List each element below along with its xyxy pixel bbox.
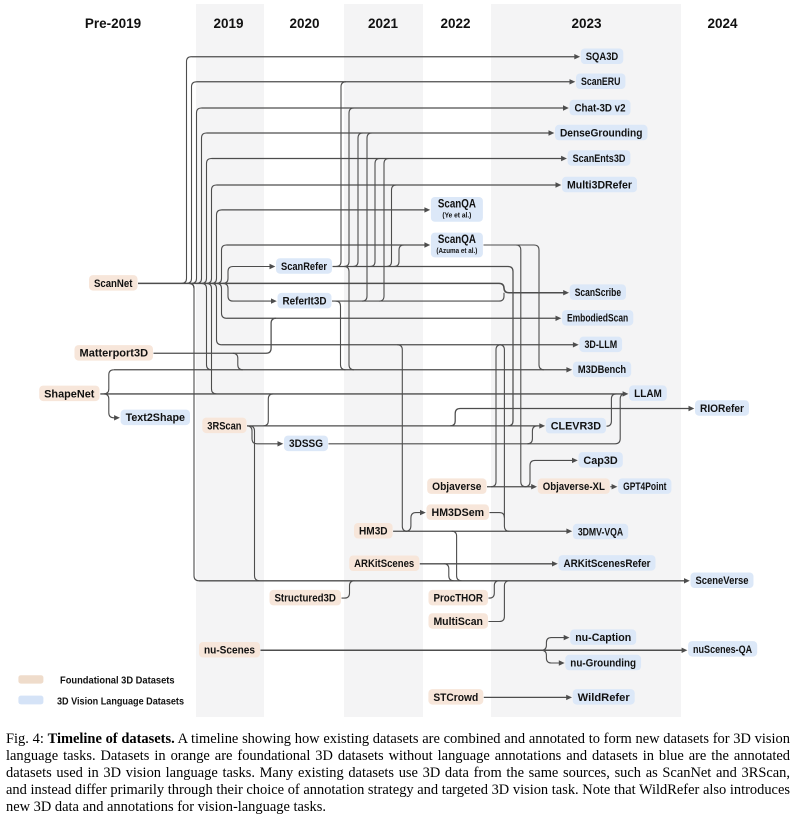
svg-text:ARKitScenesRefer: ARKitScenesRefer [564, 558, 652, 570]
svg-text:LLAM: LLAM [634, 388, 662, 400]
svg-text:ShapeNet: ShapeNet [44, 388, 95, 400]
svg-text:MultiScan: MultiScan [433, 616, 483, 628]
svg-text:(Ye et al.): (Ye et al.) [442, 211, 472, 220]
svg-text:ScanRefer: ScanRefer [281, 261, 328, 273]
svg-text:nuScenes-QA: nuScenes-QA [693, 644, 752, 656]
svg-text:DenseGrounding: DenseGrounding [560, 127, 643, 139]
svg-text:(Azuma et al.): (Azuma et al.) [436, 246, 478, 255]
svg-text:nu-Caption: nu-Caption [575, 632, 631, 644]
svg-text:EmbodiedScan: EmbodiedScan [567, 313, 628, 325]
svg-text:Objaverse: Objaverse [432, 481, 481, 493]
svg-text:ProcTHOR: ProcTHOR [433, 593, 483, 605]
svg-text:HM3D: HM3D [359, 526, 388, 538]
svg-text:ScanQA: ScanQA [438, 199, 476, 211]
svg-text:2024: 2024 [707, 16, 738, 31]
svg-text:CLEVR3D: CLEVR3D [551, 421, 601, 433]
svg-text:ScanNet: ScanNet [94, 278, 133, 290]
svg-text:2022: 2022 [440, 16, 470, 31]
svg-text:2020: 2020 [289, 16, 319, 31]
svg-text:Chat-3D v2: Chat-3D v2 [575, 102, 626, 114]
svg-text:M3DBench: M3DBench [578, 364, 626, 376]
svg-text:3DSSG: 3DSSG [289, 438, 323, 450]
svg-text:3D Vision Language Datasets: 3D Vision Language Datasets [57, 695, 184, 707]
svg-text:Pre-2019: Pre-2019 [85, 16, 141, 31]
svg-text:Matterport3D: Matterport3D [80, 348, 149, 360]
svg-text:3DMV-VQA: 3DMV-VQA [578, 526, 623, 538]
svg-text:SceneVerse: SceneVerse [696, 575, 749, 587]
svg-text:Foundational 3D Datasets: Foundational 3D Datasets [60, 674, 175, 686]
svg-text:nu-Scenes: nu-Scenes [204, 645, 255, 657]
svg-text:HM3DSem: HM3DSem [432, 507, 485, 519]
svg-text:RIORefer: RIORefer [700, 403, 745, 415]
svg-text:ScanScribe: ScanScribe [575, 287, 621, 299]
svg-text:2021: 2021 [368, 16, 399, 31]
svg-text:ReferIt3D: ReferIt3D [283, 296, 327, 308]
svg-text:ScanERU: ScanERU [581, 76, 621, 88]
svg-text:Structured3D: Structured3D [274, 593, 336, 605]
svg-text:STCrowd: STCrowd [433, 692, 478, 704]
svg-text:WildRefer: WildRefer [578, 692, 631, 704]
svg-text:ScanQA: ScanQA [438, 234, 476, 246]
svg-text:nu-Grounding: nu-Grounding [570, 657, 636, 669]
svg-text:3RScan: 3RScan [207, 420, 241, 432]
svg-text:Text2Shape: Text2Shape [126, 412, 185, 424]
svg-text:GPT4Point: GPT4Point [623, 481, 667, 493]
svg-text:3D-LLM: 3D-LLM [584, 339, 617, 351]
svg-text:SQA3D: SQA3D [586, 51, 619, 63]
svg-text:2019: 2019 [213, 16, 243, 31]
svg-text:2023: 2023 [571, 16, 602, 31]
svg-text:ARKitScenes: ARKitScenes [354, 558, 414, 570]
svg-text:Multi3DRefer: Multi3DRefer [567, 179, 633, 191]
svg-text:ScanEnts3D: ScanEnts3D [573, 153, 626, 165]
svg-text:Objaverse-XL: Objaverse-XL [543, 481, 605, 493]
svg-text:Cap3D: Cap3D [583, 455, 617, 467]
